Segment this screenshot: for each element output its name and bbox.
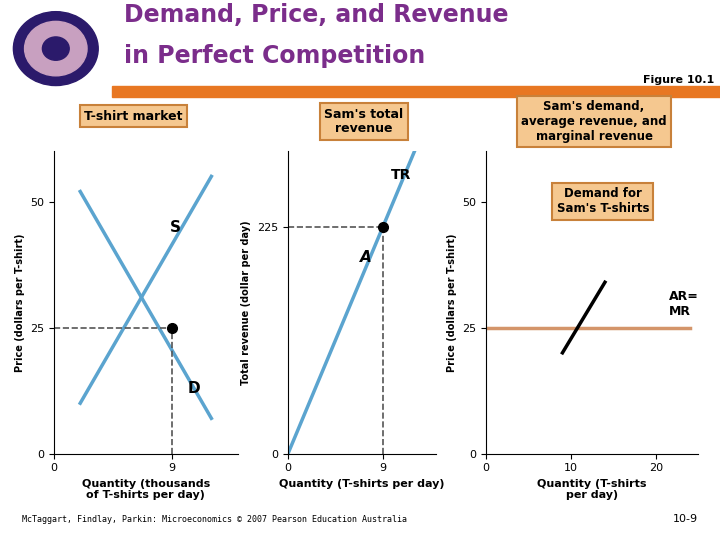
Text: D: D (188, 381, 200, 396)
X-axis label: Quantity (T-shirts per day): Quantity (T-shirts per day) (279, 479, 444, 489)
Text: A: A (360, 250, 372, 265)
Circle shape (24, 22, 87, 76)
Text: Sam's total
revenue: Sam's total revenue (324, 107, 403, 136)
Y-axis label: Price (dollars per T-shirt): Price (dollars per T-shirt) (446, 233, 456, 372)
Circle shape (42, 37, 69, 60)
Text: Demand for
Sam's T-shirts: Demand for Sam's T-shirts (557, 187, 649, 215)
Text: Figure 10.1: Figure 10.1 (643, 75, 714, 85)
Text: S: S (169, 220, 181, 235)
Text: in Perfect Competition: in Perfect Competition (124, 44, 425, 68)
Bar (112, 85, 720, 97)
Text: AR=
MR: AR= MR (669, 289, 698, 318)
Text: 10-9: 10-9 (673, 514, 698, 524)
Y-axis label: Price (dollars per T-shirt): Price (dollars per T-shirt) (14, 233, 24, 372)
Text: Demand, Price, and Revenue: Demand, Price, and Revenue (124, 3, 508, 27)
Text: Sam's demand,
average revenue, and
marginal revenue: Sam's demand, average revenue, and margi… (521, 100, 667, 143)
Text: T-shirt market: T-shirt market (84, 110, 182, 123)
X-axis label: Quantity (thousands
of T-shirts per day): Quantity (thousands of T-shirts per day) (81, 479, 210, 501)
Text: TR: TR (392, 168, 412, 183)
Circle shape (14, 12, 98, 85)
Y-axis label: Total revenue (dollar per day): Total revenue (dollar per day) (241, 220, 251, 384)
Text: McTaggart, Findlay, Parkin: Microeconomics © 2007 Pearson Education Australia: McTaggart, Findlay, Parkin: Microeconomi… (22, 515, 407, 524)
X-axis label: Quantity (T-shirts
per day): Quantity (T-shirts per day) (537, 479, 647, 501)
